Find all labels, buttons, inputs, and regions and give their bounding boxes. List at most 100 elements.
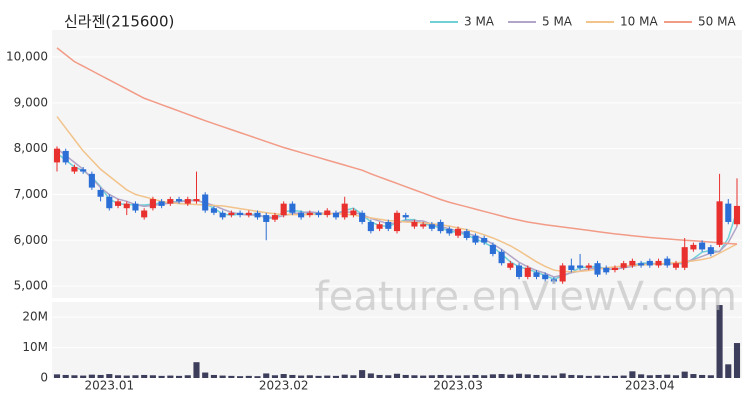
volume-bar: [568, 374, 575, 378]
candle-body: [237, 212, 244, 216]
volume-bar: [367, 373, 374, 378]
chart-title: 신라젠(215600): [64, 13, 174, 31]
volume-bar: [446, 375, 453, 378]
volume-bar: [524, 374, 531, 378]
volume-bar: [472, 374, 479, 378]
volume-bar: [620, 375, 627, 378]
volume-bar: [393, 373, 401, 378]
volume-bar: [245, 375, 252, 378]
volume-bar: [733, 343, 741, 378]
volume-bar: [332, 375, 340, 378]
y-tick-label: 8,000: [14, 141, 48, 155]
candle-body: [245, 212, 252, 216]
candle-body: [219, 212, 226, 218]
volume-bar: [638, 374, 645, 378]
volume-bar: [176, 375, 183, 378]
volume-bar: [114, 375, 122, 378]
volume-bar: [690, 374, 697, 378]
volume-bar: [463, 375, 470, 378]
volume-bar: [254, 376, 261, 378]
candle-body: [699, 242, 706, 250]
volume-bar: [280, 374, 287, 378]
candle-body: [542, 274, 549, 280]
volume-bar: [672, 375, 680, 378]
candle-body: [672, 263, 680, 268]
candle-body: [585, 265, 592, 268]
volume-bar: [585, 375, 592, 378]
candle-body: [254, 212, 261, 218]
volume-bar: [646, 375, 653, 378]
candle-body: [123, 203, 130, 209]
volume-bar: [350, 375, 357, 378]
volume-bar: [516, 373, 523, 378]
volume-bar: [594, 375, 601, 378]
candle-body: [568, 265, 575, 271]
volume-bar: [324, 375, 331, 378]
volume-bar: [550, 375, 557, 378]
y-tick-label: 6,000: [14, 233, 48, 247]
candle-body: [341, 203, 348, 218]
candle-body: [298, 212, 305, 218]
legend-label: 3 MA: [464, 15, 495, 29]
volume-bar: [149, 375, 156, 378]
y-tick-label: 7,000: [14, 187, 48, 201]
volume-bar: [489, 374, 496, 378]
volume-bar: [725, 364, 732, 378]
volume-bar: [664, 374, 671, 378]
candle-body: [202, 194, 209, 211]
candle-body: [454, 228, 462, 236]
volume-bar: [53, 374, 61, 378]
candle-body: [550, 279, 557, 282]
candle-body: [498, 251, 505, 264]
volume-bar: [210, 374, 217, 378]
candle-body: [603, 267, 610, 273]
candle-body: [664, 258, 671, 266]
candle-body: [350, 210, 357, 216]
ma-line: [56, 47, 738, 245]
y2-tick-label: 20M: [22, 310, 48, 324]
x-tick-label: 2023.04: [625, 379, 675, 393]
volume-bar: [298, 375, 305, 378]
candle-body: [463, 231, 470, 238]
legend-label: 50 MA: [698, 15, 736, 29]
candle-body: [725, 203, 732, 222]
volume-bar: [228, 375, 235, 378]
volume-bar: [428, 375, 435, 378]
x-tick-label: 2023.03: [433, 379, 483, 393]
volume-bar: [603, 375, 610, 378]
candle-body: [524, 267, 531, 277]
candle-body: [97, 189, 104, 197]
candle-body: [114, 201, 122, 206]
candle-body: [481, 237, 488, 243]
volume-bar: [71, 375, 78, 378]
volume-bar: [158, 375, 165, 378]
candle-body: [594, 263, 601, 275]
candle-body: [332, 212, 340, 218]
volume-bar: [315, 375, 322, 378]
candle-body: [306, 212, 313, 216]
volume-bar: [411, 375, 418, 378]
candle-body: [620, 263, 627, 268]
y2-tick-label: 10M: [22, 340, 48, 354]
candle-body: [437, 221, 444, 232]
candle-body: [385, 221, 392, 229]
volume-bar: [341, 374, 348, 378]
legend-label: 10 MA: [620, 15, 658, 29]
legend-label: 5 MA: [542, 15, 573, 29]
candle-body: [62, 150, 69, 163]
volume-bar: [498, 374, 505, 378]
volume-bar: [699, 374, 706, 378]
candle-body: [210, 208, 217, 213]
candle-body: [367, 221, 374, 232]
candle-body: [646, 260, 653, 266]
volume-bar: [289, 374, 296, 378]
volume-bar: [167, 375, 174, 378]
volume-bar: [306, 375, 313, 378]
candle-body: [559, 265, 566, 282]
candle-body: [690, 244, 697, 250]
candle-body: [446, 228, 453, 234]
y-tick-label: 5,000: [14, 279, 48, 293]
volume-bar: [629, 371, 636, 378]
candle-body: [376, 224, 383, 229]
